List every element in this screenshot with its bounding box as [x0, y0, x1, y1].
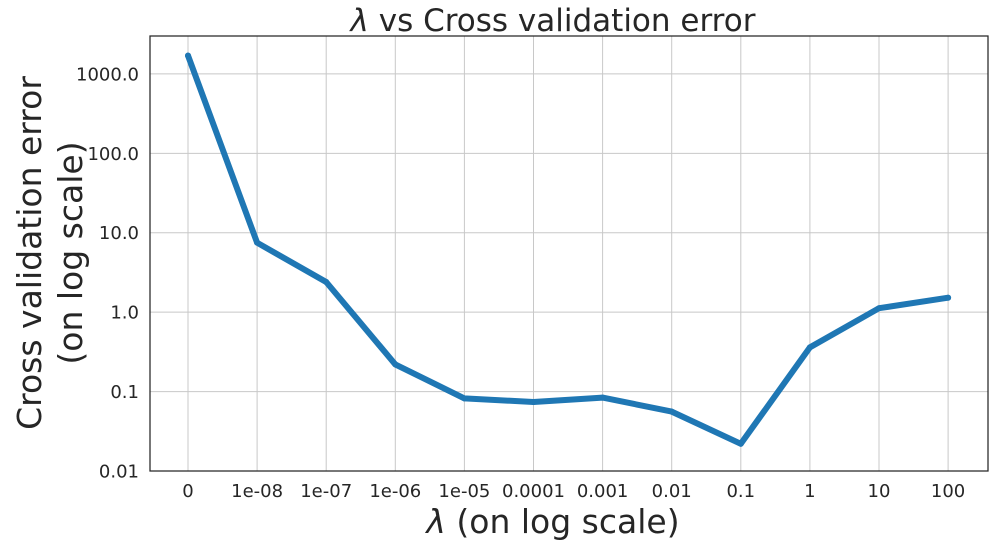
y-tick-label: 1.0 — [110, 303, 139, 324]
data-point — [945, 294, 952, 301]
series-layer — [185, 52, 952, 447]
data-point — [461, 395, 468, 402]
chart-title: λ vs Cross validation error — [349, 3, 756, 39]
y-tick-labels: 0.01 0.1 1.0 10.0 100.0 1000.0 — [76, 64, 139, 482]
y-tick-label: 0.1 — [110, 382, 139, 403]
data-point — [392, 361, 399, 368]
data-point — [668, 408, 675, 415]
x-tick-label: 1e-05 — [438, 481, 490, 502]
plot-frame — [149, 35, 989, 472]
x-tick-label: 10 — [868, 481, 891, 502]
x-tick-label: 1 — [804, 481, 815, 502]
x-tick-label: 1e-07 — [300, 481, 352, 502]
title-lambda: λ — [349, 3, 369, 39]
x-tick-label: 0.0001 — [502, 481, 565, 502]
data-point — [185, 52, 191, 59]
data-point — [323, 278, 330, 285]
data-point — [599, 394, 606, 401]
y-tick-label: 0.01 — [99, 462, 139, 483]
x-tick-label: 0.01 — [652, 481, 692, 502]
x-tick-label: 0.001 — [577, 481, 629, 502]
y-axis-label-line2: (on log scale) — [51, 141, 90, 364]
y-tick-label: 1000.0 — [76, 64, 139, 85]
y-axis-label-line1: Cross validation error — [10, 76, 49, 430]
x-tick-label: 0 — [182, 481, 193, 502]
data-point — [254, 239, 261, 246]
x-axis-text: (on log scale) — [446, 502, 680, 541]
x-tick-labels: 0 1e-08 1e-07 1e-06 1e-05 0.0001 0.001 0.01 0.1 1… — [182, 481, 965, 502]
grid — [150, 36, 988, 472]
x-tick-label: 1e-08 — [231, 481, 283, 502]
x-axis-label: λ (on log scale) — [424, 502, 679, 541]
data-point — [876, 305, 882, 312]
title-text: vs Cross validation error — [369, 3, 756, 39]
y-tick-label: 100.0 — [87, 144, 139, 165]
data-point — [737, 440, 744, 447]
x-tick-label: 100 — [931, 481, 965, 502]
x-tick-label: 0.1 — [726, 481, 755, 502]
x-tick-label: 1e-06 — [369, 481, 421, 502]
data-point — [806, 344, 813, 351]
x-axis-lambda: λ — [424, 502, 446, 541]
data-point — [530, 398, 537, 405]
series-line — [185, 52, 952, 447]
y-tick-label: 10.0 — [99, 223, 139, 244]
y-axis-label: Cross validation error (on log scale) — [10, 76, 90, 430]
